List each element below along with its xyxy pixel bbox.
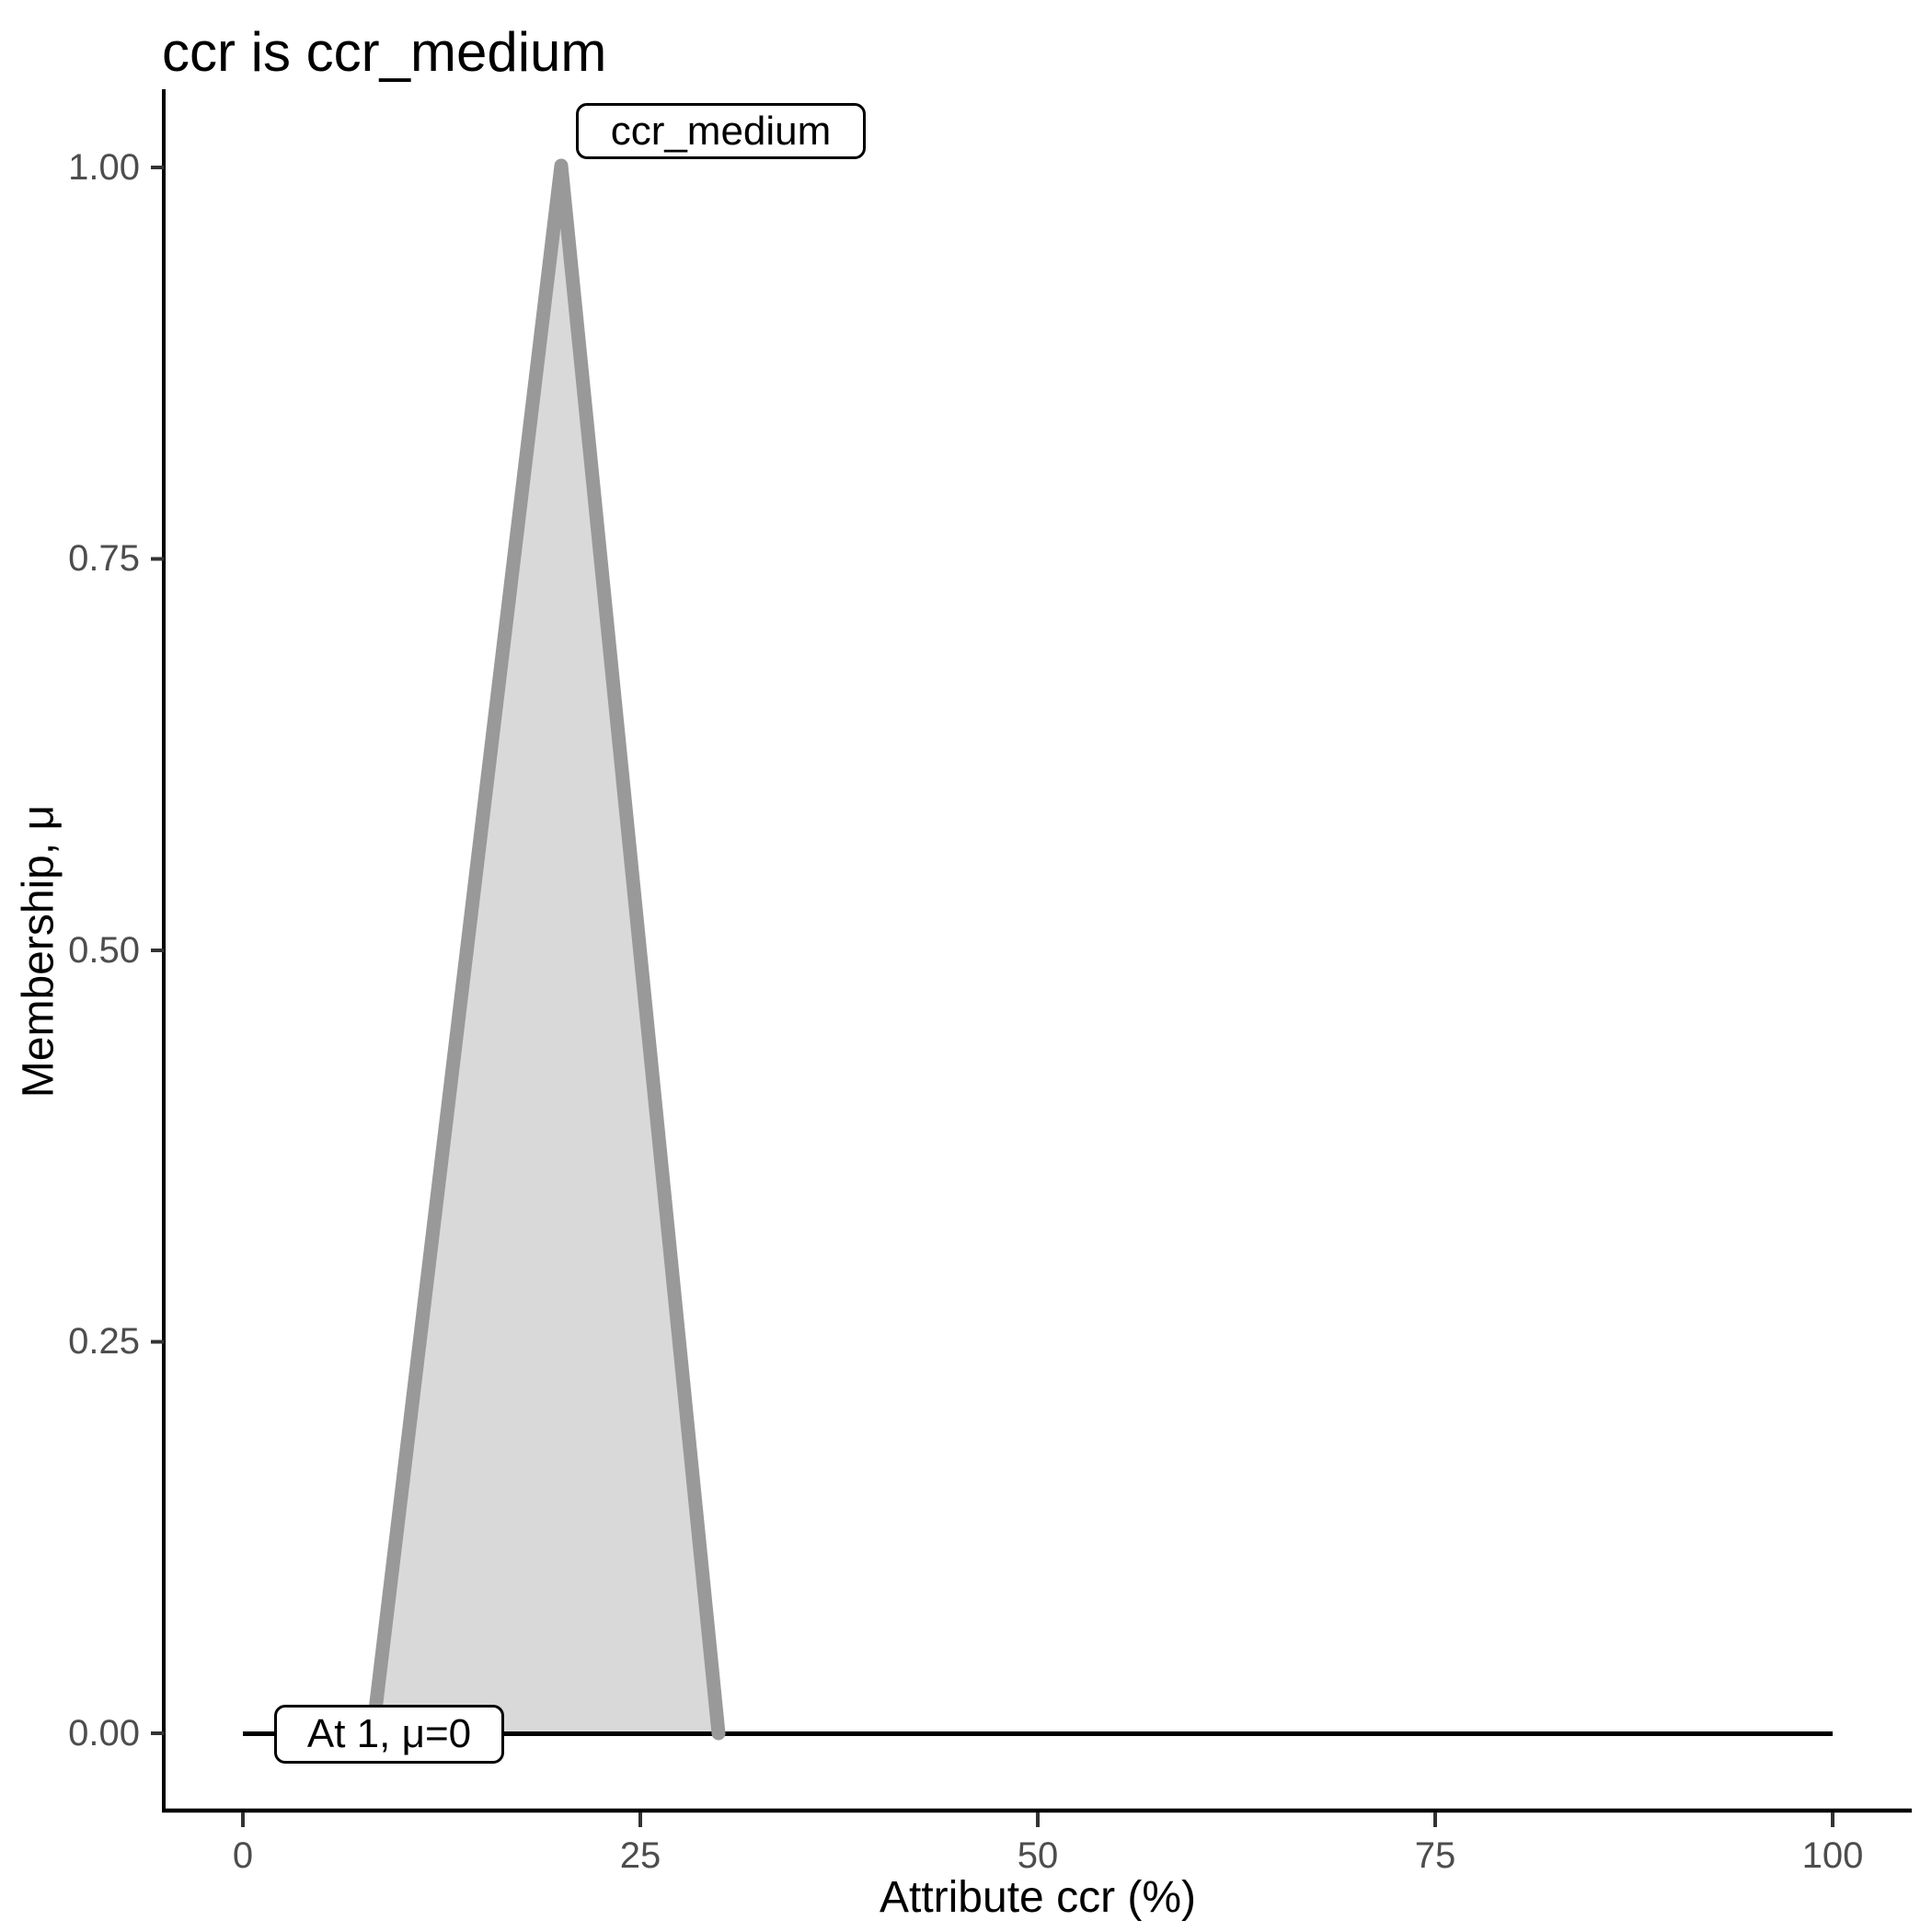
evaluated-value-label: At 1, μ=0 <box>274 1705 504 1764</box>
y-tick-label-0.50: 0.50 <box>68 930 140 971</box>
y-tick-label-0.25: 0.25 <box>68 1321 140 1362</box>
y-tick-marks <box>151 166 164 1735</box>
x-tick-label-50: 50 <box>1017 1835 1059 1876</box>
set-name-label-text: ccr_medium <box>610 108 832 154</box>
evaluated-value-label-text: At 1, μ=0 <box>306 1711 472 1756</box>
membership-triangle-fill <box>373 166 719 1733</box>
chart-title: ccr is ccr_medium <box>162 21 607 83</box>
x-tick-label-75: 75 <box>1414 1835 1456 1876</box>
x-tick-label-25: 25 <box>619 1835 661 1876</box>
x-tick-label-0: 0 <box>232 1835 254 1876</box>
y-tick-label-0.00: 0.00 <box>68 1713 140 1754</box>
y-axis-title: Membership, μ <box>14 804 63 1098</box>
x-tick-label-100: 100 <box>1801 1835 1864 1876</box>
y-tick-label-1.00: 1.00 <box>68 147 140 188</box>
x-axis-title: Attribute ccr (%) <box>879 1873 1197 1922</box>
y-tick-label-0.75: 0.75 <box>68 538 140 579</box>
x-tick-marks <box>241 1812 1834 1827</box>
membership-triangle-stroke <box>365 158 726 1741</box>
set-name-label: ccr_medium <box>576 103 866 159</box>
